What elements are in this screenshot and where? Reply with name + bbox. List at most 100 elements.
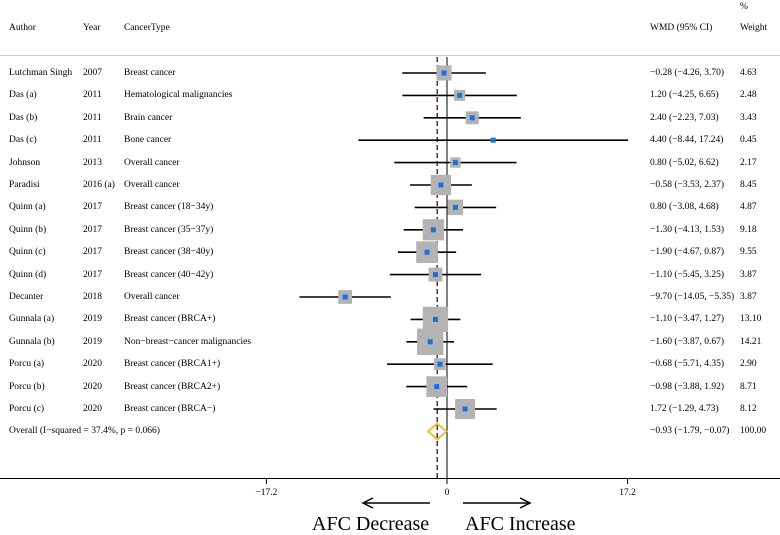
row-ci: −1.10 (−5.45, 3.25) bbox=[650, 269, 725, 280]
row-weight: 3.87 bbox=[740, 292, 757, 302]
row-author: Porcu (c) bbox=[9, 404, 45, 414]
row-weight: 3.87 bbox=[740, 269, 757, 280]
header-author: Author bbox=[9, 23, 36, 33]
row-year: 2011 bbox=[83, 112, 102, 123]
row-ci: 1.72 (−1.29, 4.73) bbox=[650, 404, 719, 414]
row-weight: 14.21 bbox=[740, 336, 762, 347]
overall-weight: 100.00 bbox=[740, 426, 767, 437]
point-estimate bbox=[424, 249, 430, 255]
row-cancer-type: Overall cancer bbox=[124, 180, 180, 190]
point-estimate bbox=[430, 227, 436, 233]
row-year: 2018 bbox=[83, 292, 102, 302]
row-author: Gunnala (b) bbox=[9, 336, 55, 347]
row-year: 2017 bbox=[83, 224, 102, 235]
row-author: Das (c) bbox=[9, 135, 37, 146]
row-ci: 4.40 (−8.44, 17.24) bbox=[650, 135, 724, 146]
row-weight: 8.12 bbox=[740, 404, 757, 414]
row-cancer-type: Hematological malignancies bbox=[124, 90, 233, 101]
point-estimate bbox=[452, 160, 458, 166]
row-year: 2013 bbox=[83, 157, 102, 168]
row-ci: −1.30 (−4.13, 1.53) bbox=[650, 224, 725, 235]
row-ci: 2.40 (−2.23, 7.03) bbox=[650, 112, 719, 123]
row-cancer-type: Breast cancer (35−37y) bbox=[124, 224, 214, 235]
row-ci: 0.80 (−3.08, 4.68) bbox=[650, 202, 719, 213]
row-cancer-type: Breast cancer (40−42y) bbox=[124, 269, 214, 280]
row-ci: −0.68 (−5.71, 4.35) bbox=[650, 359, 725, 370]
point-estimate bbox=[441, 70, 447, 76]
point-estimate bbox=[432, 272, 438, 278]
afc-decrease-label: AFC Decrease bbox=[312, 513, 430, 535]
row-author: Decanter bbox=[9, 292, 44, 302]
row-weight: 4.63 bbox=[740, 68, 757, 78]
row-cancer-type: Non−breast−cancer malignancies bbox=[124, 336, 252, 347]
point-estimate bbox=[432, 316, 438, 322]
row-cancer-type: Overall cancer bbox=[124, 157, 180, 168]
point-estimate bbox=[452, 204, 458, 210]
row-cancer-type: Breast cancer (BRCA−) bbox=[124, 404, 216, 414]
overall-ci: −0.93 (−1.79, −0.07) bbox=[650, 426, 730, 437]
row-year: 2017 bbox=[83, 247, 102, 258]
row-cancer-type: Overall cancer bbox=[124, 292, 180, 302]
row-weight: 2.17 bbox=[740, 157, 757, 168]
row-ci: −9.70 (−14.05, −5.35) bbox=[650, 292, 735, 302]
point-estimate bbox=[438, 182, 444, 188]
row-year: 2019 bbox=[83, 314, 102, 325]
row-author: Lutchman Singh bbox=[9, 68, 73, 78]
row-weight: 13.10 bbox=[740, 314, 762, 325]
row-ci: −1.10 (−3.47, 1.27) bbox=[650, 314, 725, 325]
row-cancer-type: Breast cancer (BRCA+) bbox=[124, 314, 216, 325]
row-ci: 0.80 (−5.02, 6.62) bbox=[650, 157, 719, 168]
point-estimate bbox=[469, 115, 475, 121]
row-year: 2016 (a) bbox=[83, 180, 115, 190]
row-ci: −1.90 (−4.67, 0.87) bbox=[650, 247, 725, 258]
header-weight-percent: % bbox=[740, 2, 748, 12]
row-year: 2017 bbox=[83, 269, 102, 280]
row-weight: 8.45 bbox=[740, 180, 757, 190]
point-estimate bbox=[457, 92, 463, 98]
point-estimate bbox=[437, 361, 443, 367]
row-year: 2020 bbox=[83, 381, 102, 392]
point-estimate bbox=[434, 384, 440, 390]
row-author: Johnson bbox=[9, 157, 41, 168]
row-author: Gunnala (a) bbox=[9, 314, 55, 325]
afc-increase-label: AFC Increase bbox=[465, 513, 576, 535]
x-tick-label: 17.2 bbox=[619, 488, 636, 498]
overall-label: Overall (I−squared = 37.4%, p = 0.066) bbox=[9, 426, 160, 437]
row-weight: 2.48 bbox=[740, 90, 757, 101]
decrease-arrow-head bbox=[361, 497, 374, 509]
header-year: Year bbox=[83, 23, 101, 33]
row-cancer-type: Breast cancer bbox=[124, 68, 176, 78]
row-cancer-type: Bone cancer bbox=[124, 135, 172, 146]
row-weight: 0.45 bbox=[740, 135, 757, 146]
row-author: Das (b) bbox=[9, 112, 38, 123]
increase-arrow-head bbox=[519, 497, 532, 509]
row-year: 2019 bbox=[83, 336, 102, 347]
row-year: 2020 bbox=[83, 404, 102, 414]
row-cancer-type: Breast cancer (BRCA2+) bbox=[124, 381, 221, 392]
point-estimate bbox=[342, 294, 348, 300]
row-author: Das (a) bbox=[9, 90, 37, 101]
row-author: Quinn (a) bbox=[9, 202, 46, 213]
header-weight: Weight bbox=[740, 23, 768, 33]
row-cancer-type: Brain cancer bbox=[124, 112, 173, 123]
point-estimate bbox=[427, 339, 433, 345]
row-year: 2007 bbox=[83, 68, 102, 78]
row-author: Quinn (d) bbox=[9, 269, 47, 280]
header-wmd: WMD (95% CI) bbox=[650, 23, 713, 33]
row-ci: −0.58 (−3.53, 2.37) bbox=[650, 180, 725, 190]
row-weight: 9.55 bbox=[740, 247, 757, 258]
row-author: Quinn (b) bbox=[9, 224, 47, 235]
row-weight: 2.90 bbox=[740, 359, 757, 370]
row-year: 2020 bbox=[83, 359, 102, 370]
row-weight: 3.43 bbox=[740, 112, 757, 123]
row-year: 2011 bbox=[83, 135, 102, 146]
row-year: 2017 bbox=[83, 202, 102, 213]
row-year: 2011 bbox=[83, 90, 102, 101]
header-cancer-type: CancerType bbox=[124, 23, 170, 33]
row-author: Paradisi bbox=[9, 180, 40, 190]
row-ci: 1.20 (−4.25, 6.65) bbox=[650, 90, 719, 101]
row-weight: 8.71 bbox=[740, 381, 757, 392]
row-cancer-type: Breast cancer (BRCA1+) bbox=[124, 359, 221, 370]
row-weight: 4.87 bbox=[740, 202, 757, 213]
